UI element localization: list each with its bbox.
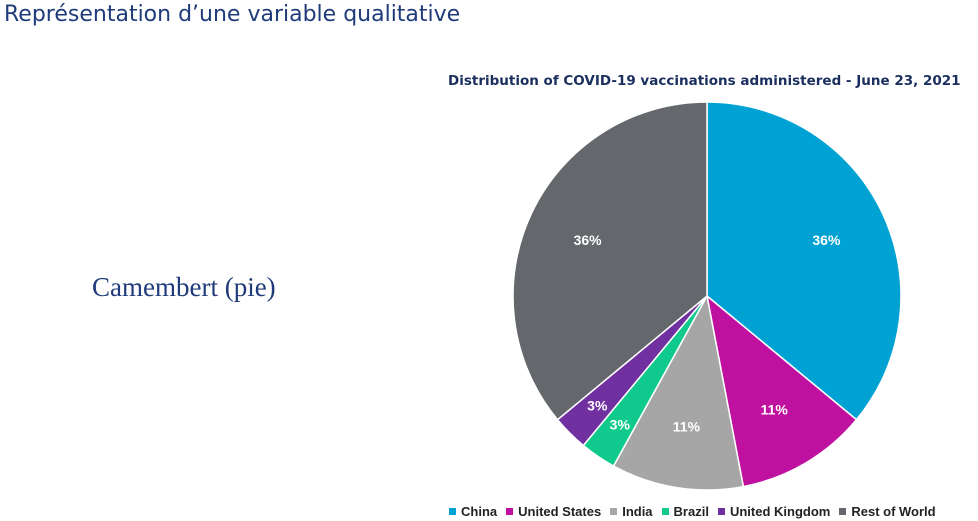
pie-slice-united-states: [705, 294, 858, 488]
legend-label: Brazil: [673, 504, 709, 519]
legend-label: China: [461, 504, 498, 519]
slice-label-brazil: 3%: [610, 416, 631, 432]
slice-label-rest-of-world: 36%: [574, 232, 603, 248]
chart-legend: China United States India Brazil United King…: [449, 504, 936, 519]
legend-label: United States: [518, 504, 602, 519]
legend-label: India: [622, 504, 653, 519]
pie-slice-china: [706, 101, 902, 421]
chart-caption: Camembert (pie): [92, 272, 276, 302]
chart-title: Distribution of COVID-19 vaccinations ad…: [448, 73, 961, 89]
pie-slice-india: [612, 293, 745, 491]
slice-label-india: 11%: [673, 418, 701, 434]
legend-swatch: [610, 508, 618, 515]
legend-item-united-states: United States: [506, 504, 601, 519]
legend-item-china: China: [449, 504, 497, 519]
legend-swatch: [717, 508, 725, 515]
slice-label-united-states: 11%: [761, 402, 789, 418]
legend-item-united-kingdom: United Kingdom: [717, 504, 831, 519]
legend-item-india: India: [610, 504, 653, 519]
legend-swatch: [506, 508, 514, 515]
slide-title: Représentation d’une variable qualitativ…: [4, 2, 461, 27]
legend-swatch: [661, 508, 669, 515]
pie-slice-rest-of-world: [512, 101, 708, 421]
legend-swatch: [839, 508, 847, 515]
legend-item-rest-of-world: Rest of World: [839, 504, 936, 519]
slice-label-united-kingdom: 3%: [587, 398, 608, 414]
legend-label: United Kingdom: [729, 504, 831, 519]
legend-label: Rest of World: [851, 504, 936, 519]
legend-item-brazil: Brazil: [661, 504, 709, 519]
legend-swatch: [449, 508, 456, 515]
slice-label-china: 36%: [812, 232, 841, 248]
